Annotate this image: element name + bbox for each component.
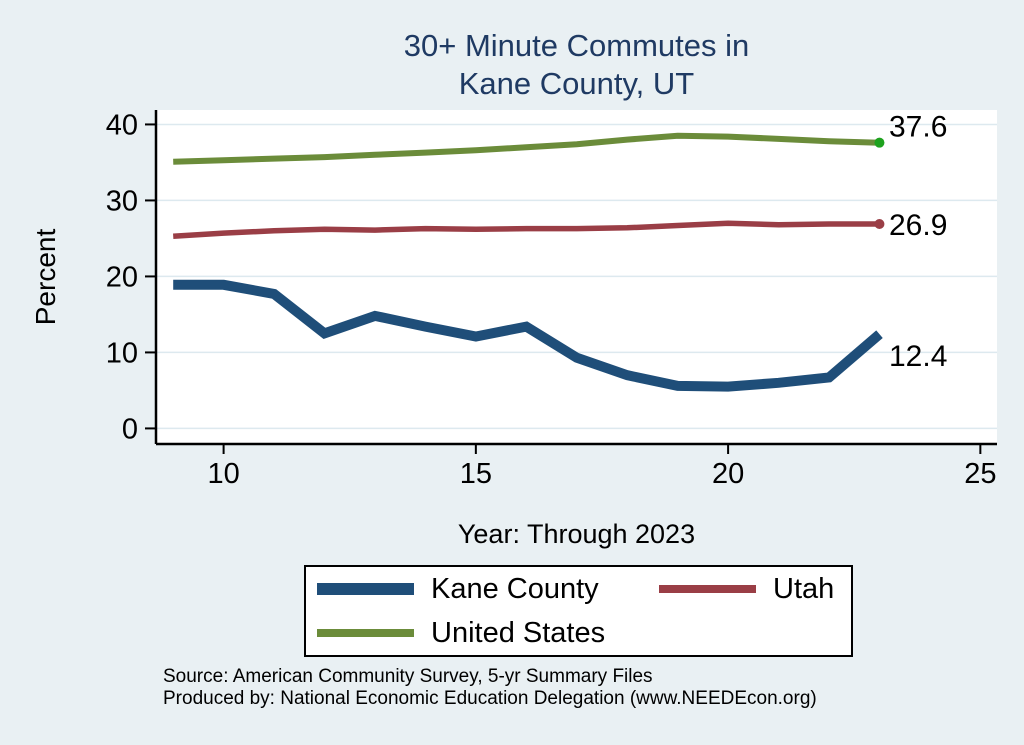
x-tick-label-25: 25 <box>964 458 996 490</box>
x-tick-label-20: 20 <box>712 458 744 490</box>
legend-swatch-kane-county <box>317 583 414 595</box>
y-axis-title: Percent <box>30 228 61 326</box>
series-line-kane-county <box>173 279 883 392</box>
x-tick-label-10: 10 <box>207 458 239 490</box>
legend-swatch-united-states <box>317 629 414 637</box>
legend-label-united-states: United States <box>431 616 606 649</box>
source-line-2: Produced by: National Economic Education… <box>163 688 817 709</box>
legend-label-utah: Utah <box>773 572 835 605</box>
y-tick-label-30: 30 <box>106 185 138 217</box>
end-label-utah: 26.9 <box>889 209 947 242</box>
y-tick-label-0: 0 <box>122 413 138 445</box>
legend-item-utah: Utah <box>659 573 851 606</box>
chart-title: 30+ Minute Commutes in Kane County, UT <box>156 27 997 103</box>
legend-label-kane-county: Kane County <box>431 572 599 605</box>
end-label-united-states: 37.6 <box>889 111 947 144</box>
source-line-1: Source: American Community Survey, 5-yr … <box>163 666 653 687</box>
end-marker-united-states <box>874 137 885 148</box>
y-tick-label-40: 40 <box>106 109 138 141</box>
x-axis-title: Year: Through 2023 <box>457 519 696 549</box>
chart-title-line2: Kane County, UT <box>458 66 695 101</box>
legend: Kane County Utah United States <box>304 565 853 657</box>
legend-item-united-states: United States <box>317 617 659 650</box>
series-line-utah <box>173 220 880 239</box>
y-tick-label-20: 20 <box>106 261 138 293</box>
legend-item-kane-county: Kane County <box>317 573 659 606</box>
y-tick-label-10: 10 <box>106 337 138 369</box>
legend-swatch-utah <box>659 585 756 593</box>
source-note: Source: American Community Survey, 5-yr … <box>163 666 817 710</box>
end-label-kane-county: 12.4 <box>889 340 947 373</box>
end-marker-utah <box>874 218 885 229</box>
chart-title-line1: 30+ Minute Commutes in <box>403 28 750 63</box>
x-tick-label-15: 15 <box>460 458 492 490</box>
series-line-united-states <box>173 132 880 165</box>
